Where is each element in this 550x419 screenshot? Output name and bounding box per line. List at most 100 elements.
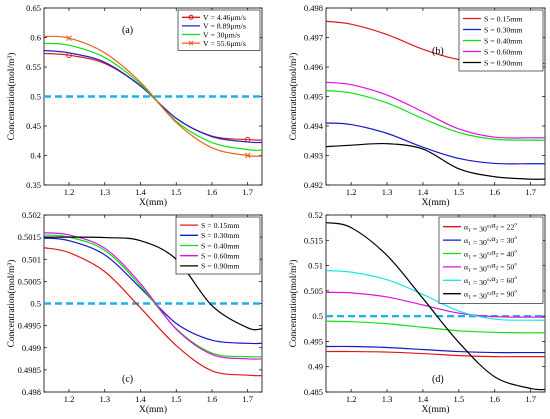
- panel-label: (d): [432, 374, 444, 385]
- x-tick-label: 1.4: [418, 187, 429, 197]
- legend-entry-label: S = 0.90mm: [484, 58, 522, 67]
- y-tick-label: 0.501: [22, 254, 41, 264]
- panel-label: (b): [432, 46, 444, 57]
- legend-entry-label: V = 30μm/s: [203, 30, 240, 39]
- x-tick-label: 1.4: [135, 187, 146, 197]
- y-tick-label: 0.55: [26, 62, 41, 72]
- panel-b: 1.2 1.3 1.4 1.5 1.6 1.7 0.492 0.493 0.494 0.495 0.…: [288, 3, 546, 208]
- y-tick-label: 0.45: [26, 121, 41, 131]
- y-tick-label: 0.492: [304, 180, 323, 190]
- y-tick-label: 0.4: [30, 151, 41, 161]
- y-tick-label: 0.5: [312, 311, 323, 321]
- y-axis-label: Concentration(mol/m³): [6, 260, 17, 348]
- y-tick-label: 0.495: [304, 92, 323, 102]
- x-tick-label: 1.7: [525, 187, 536, 197]
- series-line-6: [325, 221, 546, 391]
- legend-marker: [188, 40, 194, 46]
- y-tick-label: 0.6: [30, 33, 41, 43]
- y-tick-label: 0.5015: [18, 232, 41, 242]
- series-line-2: [325, 345, 545, 354]
- y-tick-label: 0.497: [304, 33, 323, 43]
- series-line-2: [325, 122, 546, 165]
- legend-marker: [188, 14, 194, 20]
- y-tick-label: 0.49: [308, 362, 323, 372]
- y-axis-label: Concentration(mol/m³): [288, 260, 299, 348]
- x-tick-label: 1.3: [99, 394, 110, 404]
- y-tick-label: 0.65: [26, 3, 41, 13]
- legend-entry-label: S = 0.60mm: [484, 47, 522, 56]
- x-axis-label: X(mm): [422, 197, 450, 208]
- x-tick-label: 1.6: [489, 187, 500, 197]
- x-tick-label: 1.5: [454, 394, 465, 404]
- x-tick-label: 1.6: [489, 394, 500, 404]
- series-line-1: [325, 350, 545, 358]
- data-point-marker: [66, 35, 72, 41]
- x-tick-label: 1.3: [99, 187, 110, 197]
- x-tick-label: 1.2: [346, 394, 357, 404]
- legend-entry-label: V = 4.46μm/s: [203, 13, 246, 22]
- legend-entry-label: S = 0.60mm: [201, 252, 239, 261]
- series-line-4: [43, 232, 263, 360]
- series-line-4: [325, 291, 546, 318]
- y-tick-label: 0.4995: [18, 321, 41, 331]
- panel-c: 1.2 1.3 1.4 1.5 1.6 1.7 0.498 0.4985 0.499 0.4995…: [6, 210, 263, 415]
- y-tick-label: 0.51: [308, 261, 323, 271]
- y-tick-label: 0.35: [26, 180, 41, 190]
- legend-box: [438, 216, 544, 304]
- series-line-4: [43, 35, 263, 157]
- legend-entry-label: S = 0.15mm: [484, 14, 522, 23]
- y-tick-label: 0.498: [22, 387, 41, 397]
- plot-frame: [325, 214, 546, 393]
- legend-entry-label: S = 0.40mm: [484, 36, 522, 45]
- x-tick-label: 1.5: [171, 394, 182, 404]
- legend: V = 4.46μm/sV = 8.89μm/sV = 30μm/sV = 55…: [177, 9, 261, 51]
- legend-entry-label: α1 = 30o,α2 = 30o: [464, 234, 517, 247]
- y-tick-label: 0.493: [304, 151, 323, 161]
- legend-entry-label: S = 0.40mm: [201, 241, 239, 250]
- x-axis-label: X(mm): [139, 197, 167, 208]
- y-tick-label: 0.502: [22, 210, 41, 220]
- data-point-marker: [244, 152, 251, 159]
- series-line-3: [325, 90, 546, 141]
- y-tick-label: 0.494: [304, 121, 324, 131]
- x-tick-label: 1.2: [64, 394, 75, 404]
- y-axis-label: Concentration(mol/m³): [6, 53, 17, 141]
- legend-entry-label: S = 0.15mm: [201, 221, 239, 230]
- x-tick-label: 1.7: [525, 394, 536, 404]
- y-tick-label: 0.485: [304, 387, 323, 397]
- y-tick-label: 0.495: [304, 336, 323, 346]
- panel-a: 1.2 1.3 1.4 1.5 1.6 1.7 0.35 0.4 0.45 0.5 0.55 0.6 0…: [6, 3, 263, 208]
- x-tick-label: 1.5: [454, 187, 465, 197]
- panel-label: (c): [122, 374, 133, 385]
- y-tick-label: 0.52: [308, 210, 323, 220]
- legend-entry-label: V = 55.6μm/s: [203, 39, 246, 48]
- y-tick-label: 0.498: [304, 3, 323, 13]
- y-tick-label: 0.5005: [18, 276, 41, 286]
- y-tick-label: 0.5: [30, 92, 41, 102]
- x-tick-label: 1.5: [171, 187, 182, 197]
- y-tick-label: 0.515: [304, 235, 323, 245]
- legend-entry-label: α1 = 30o,α2 = 40o: [464, 247, 517, 260]
- x-tick-label: 1.6: [207, 187, 218, 197]
- panel-d: 1.2 1.3 1.4 1.5 1.6 1.7 0.485 0.49 0.495 0.5 0.505…: [288, 210, 546, 415]
- panel-label: (a): [122, 25, 133, 36]
- legend-entry-label: α1 = 30o,α2 = 50o: [464, 261, 517, 274]
- x-tick-label: 1.7: [242, 187, 253, 197]
- legend-entry-label: V = 8.89μm/s: [203, 22, 246, 31]
- x-axis-label: X(mm): [139, 404, 167, 415]
- series-line-1: [43, 247, 263, 377]
- x-tick-label: 1.4: [135, 394, 146, 404]
- x-axis-label: X(mm): [422, 404, 450, 415]
- y-tick-label: 0.499: [22, 343, 41, 353]
- x-tick-label: 1.4: [418, 394, 429, 404]
- series-line-5: [325, 142, 546, 180]
- x-tick-label: 1.3: [382, 187, 393, 197]
- x-tick-label: 1.6: [207, 394, 218, 404]
- legend-entry-label: α1 = 30o,α2 = 22o: [464, 221, 517, 234]
- y-tick-label: 0.496: [304, 62, 323, 72]
- legend-box: [458, 9, 544, 72]
- y-tick-label: 0.4985: [18, 365, 41, 375]
